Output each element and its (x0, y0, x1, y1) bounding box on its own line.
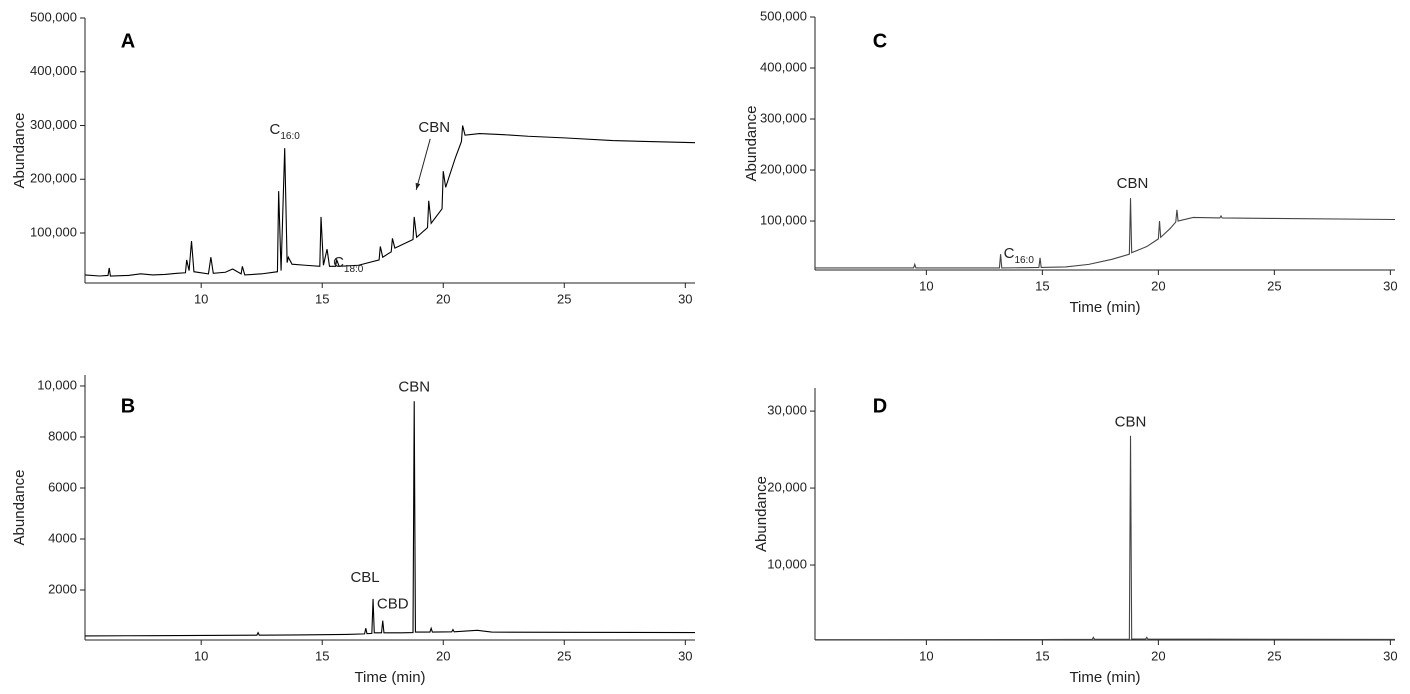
y-tick-label: 400,000 (30, 63, 77, 78)
chromatogram-line (84, 125, 696, 277)
x-axis-label: Time (min) (354, 669, 425, 686)
peak-label-main: C (1004, 245, 1015, 262)
y-tick-label: 2000 (48, 581, 77, 596)
peak-label: C18:0 (333, 254, 364, 275)
x-tick-label: 20 (436, 648, 450, 663)
y-tick-label: 300,000 (30, 117, 77, 132)
x-tick-label: 20 (1151, 278, 1165, 293)
peak-label-subscript: 18:0 (344, 264, 364, 275)
x-tick-label: 10 (194, 648, 208, 663)
x-tick-label: 30 (678, 291, 692, 306)
y-tick-label: 10,000 (767, 556, 807, 571)
y-tick-label: 30,000 (767, 403, 807, 418)
y-tick-label: 6000 (48, 479, 77, 494)
peak-label: CBL (350, 569, 379, 586)
x-tick-label: 10 (919, 278, 933, 293)
peak-label-main: C (270, 121, 281, 138)
y-tick-label: 10,000 (37, 377, 77, 392)
peak-label: CBN (398, 378, 430, 395)
peak-label: CBN (418, 119, 450, 136)
peak-label: C16:0 (270, 121, 301, 142)
x-tick-label: 15 (315, 291, 329, 306)
x-tick-label: 20 (436, 291, 450, 306)
peak-label-main: CBN (398, 378, 430, 395)
x-tick-label: 10 (919, 648, 933, 663)
peak-label-main: C (333, 254, 344, 271)
y-axis-label: Abundance (753, 476, 770, 552)
y-tick-label: 400,000 (760, 59, 807, 74)
peak-label: C16:0 (1004, 245, 1035, 266)
y-tick-label: 8000 (48, 428, 77, 443)
peak-label: CBD (377, 596, 409, 613)
x-axis-label: Time (min) (1069, 669, 1140, 686)
peak-label-main: CBD (377, 596, 409, 613)
y-tick-label: 500,000 (760, 8, 807, 23)
x-tick-label: 25 (1267, 278, 1281, 293)
peak-label-main: CBN (1115, 414, 1147, 431)
x-axis-label: Time (min) (1069, 299, 1140, 316)
chromatogram-line (814, 435, 1396, 641)
y-axis-label: Abundance (11, 470, 28, 546)
peak-label-main: CBN (418, 119, 450, 136)
x-tick-label: 25 (557, 648, 571, 663)
panel-label: D (873, 395, 887, 417)
panel-label: C (873, 30, 887, 52)
peak-label-subscript: 16:0 (280, 131, 300, 142)
y-tick-label: 4000 (48, 530, 77, 545)
panel-label: B (121, 395, 135, 417)
y-tick-label: 100,000 (30, 224, 77, 239)
x-tick-label: 30 (678, 648, 692, 663)
x-tick-label: 25 (1267, 648, 1281, 663)
y-tick-label: 300,000 (760, 110, 807, 125)
peak-label: CBN (1117, 175, 1149, 192)
y-axis-label: Abundance (743, 106, 760, 182)
y-tick-label: 500,000 (30, 9, 77, 24)
x-tick-label: 20 (1151, 648, 1165, 663)
peak-label-main: CBN (1117, 175, 1149, 192)
peak-label: CBN (1115, 414, 1147, 431)
y-tick-label: 20,000 (767, 479, 807, 494)
chromatogram-line (815, 198, 1396, 269)
x-tick-label: 30 (1383, 278, 1397, 293)
arrow-head (415, 182, 421, 190)
peak-label-main: CBL (350, 569, 379, 586)
x-tick-label: 30 (1383, 648, 1397, 663)
arrow-shaft (415, 138, 431, 191)
peak-label-subscript: 16:0 (1014, 255, 1034, 266)
y-axis-label: Abundance (11, 113, 28, 189)
y-tick-label: 200,000 (30, 171, 77, 186)
panel-label: A (121, 30, 135, 52)
x-tick-label: 15 (315, 648, 329, 663)
chromatogram-line (84, 401, 696, 637)
y-tick-label: 200,000 (760, 161, 807, 176)
x-tick-label: 25 (557, 291, 571, 306)
y-tick-label: 100,000 (760, 212, 807, 227)
x-tick-label: 15 (1035, 648, 1049, 663)
x-tick-label: 15 (1035, 278, 1049, 293)
x-tick-label: 10 (194, 291, 208, 306)
